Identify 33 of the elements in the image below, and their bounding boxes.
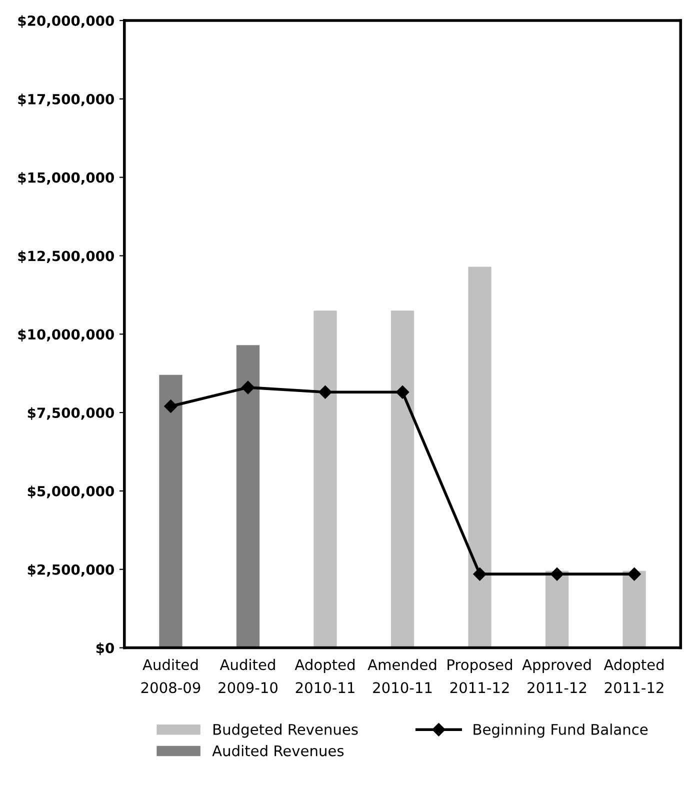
y-tick-label: $15,000,000 bbox=[18, 172, 114, 185]
y-tick-label: $12,500,000 bbox=[18, 250, 114, 264]
y-tick-label: $2,500,000 bbox=[28, 564, 114, 577]
bar bbox=[159, 374, 182, 648]
point bbox=[396, 386, 410, 399]
legend-label: Beginning Fund Balance bbox=[474, 724, 648, 738]
bar bbox=[622, 570, 646, 648]
x-tick-label: Approved 2011-12 bbox=[522, 658, 591, 694]
y-tick-label: $17,500,000 bbox=[18, 94, 114, 106]
y-tick-label: $20,000,000 bbox=[18, 15, 114, 28]
bar bbox=[236, 345, 260, 648]
y-tick-label: $5,000,000 bbox=[28, 486, 114, 498]
point bbox=[473, 567, 486, 581]
bar bbox=[468, 266, 492, 648]
x-tick-label: Adopted 2010-11 bbox=[294, 658, 354, 694]
x-tick-label: Audited 2009-10 bbox=[218, 658, 278, 694]
point bbox=[164, 400, 178, 413]
point bbox=[318, 386, 332, 399]
x-tick-label: Adopted 2011-12 bbox=[604, 658, 664, 694]
point bbox=[241, 380, 255, 394]
point bbox=[628, 567, 641, 581]
bar bbox=[545, 570, 569, 648]
point bbox=[550, 567, 564, 581]
legend-label: Budgeted Revenues bbox=[214, 724, 358, 738]
bar bbox=[390, 310, 414, 648]
y-tick-label: $7,500,000 bbox=[28, 407, 114, 420]
legend-label: Audited Revenues bbox=[212, 745, 344, 756]
x-tick-label: Proposed 2011-12 bbox=[448, 658, 512, 694]
x-tick-label: Amended 2010-11 bbox=[368, 658, 436, 694]
y-tick-label: $0 bbox=[96, 642, 114, 656]
x-tick-label: Audited 2008-09 bbox=[141, 658, 200, 694]
y-tick-label: $10,000,000 bbox=[18, 328, 114, 342]
bar bbox=[314, 310, 337, 648]
